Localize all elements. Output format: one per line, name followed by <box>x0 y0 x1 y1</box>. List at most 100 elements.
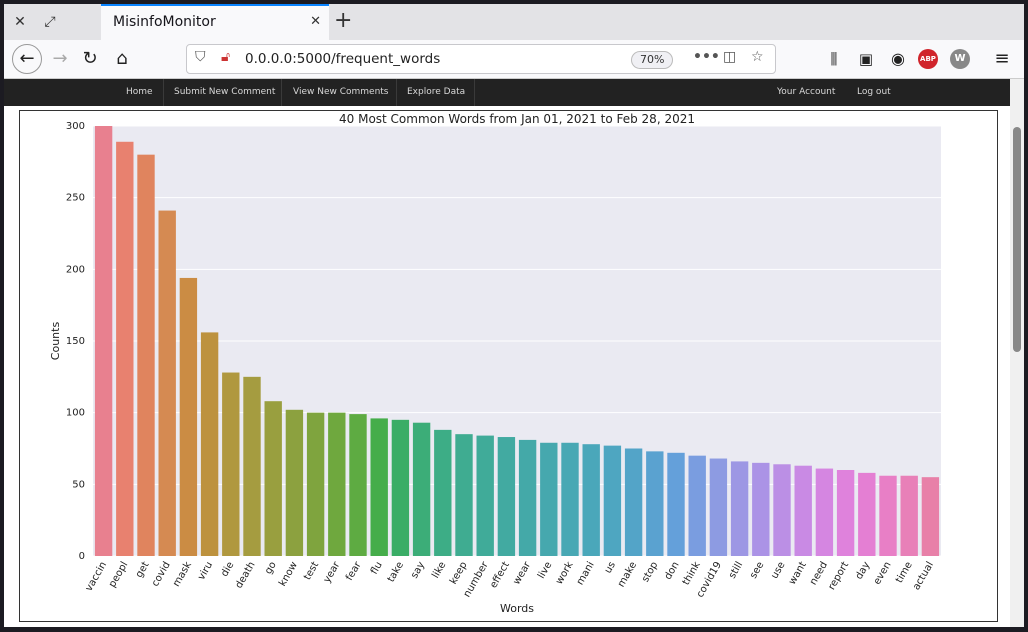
bar-make <box>624 448 643 556</box>
nav-view-link[interactable]: View New Comments <box>293 87 389 97</box>
extension-icon[interactable]: W <box>950 49 970 69</box>
x-tick-label: vaccin <box>84 560 110 593</box>
x-tick-label: death <box>234 560 258 591</box>
y-tick-labels: 0 50 100 150 200 250 300 <box>66 121 85 562</box>
bar-like <box>434 429 452 556</box>
bar-day <box>858 472 876 556</box>
x-tick-label: work <box>554 560 576 587</box>
x-tick-label: live <box>536 560 554 581</box>
bar-mask <box>179 277 198 556</box>
scrollbar-thumb[interactable] <box>1013 127 1021 352</box>
bar-wear <box>518 439 537 556</box>
bar-number <box>476 435 494 556</box>
x-tick-label: stop <box>640 560 660 584</box>
x-tick-label: effect <box>488 560 512 590</box>
forward-arrow-icon[interactable]: → <box>52 48 68 69</box>
bar-viru <box>200 332 219 556</box>
url-text[interactable]: 0.0.0.0:5000/frequent_words <box>245 51 441 67</box>
library-icon[interactable]: ⫼ <box>830 50 838 68</box>
bar-keep <box>455 434 473 556</box>
x-tick-label: want <box>787 560 809 587</box>
zoom-indicator[interactable]: 70% <box>631 51 674 69</box>
bar-take <box>391 419 410 556</box>
x-tick-label: time <box>894 560 915 585</box>
bar-see <box>752 462 770 556</box>
bar-actual <box>921 477 940 556</box>
vertical-scrollbar[interactable] <box>1010 79 1024 627</box>
tab-misinfomonitor[interactable]: MisinfoMonitor ✕ <box>101 4 329 40</box>
bar-year <box>328 412 346 556</box>
nav-home-link[interactable]: Home <box>126 87 153 97</box>
bar-peopl <box>116 141 134 556</box>
nav-divider <box>163 79 164 106</box>
bar-want <box>794 465 812 556</box>
bar-know <box>285 409 304 556</box>
x-tick-label: use <box>769 560 787 581</box>
x-tick-label: keep <box>448 560 470 586</box>
x-tick-label: mani <box>575 560 597 587</box>
close-window-icon[interactable]: ✕ <box>14 14 26 30</box>
nav-divider <box>474 79 475 106</box>
insecure-lock-icon[interactable]: 🔓︎ <box>221 49 231 65</box>
chart-container: 0 50 100 150 200 250 300 vaccin peopl get covid ma… <box>19 110 998 622</box>
menu-icon[interactable]: ≡ <box>994 48 1010 69</box>
bar-use <box>773 464 791 556</box>
nav-account-link[interactable]: Your Account <box>777 87 836 97</box>
address-bar[interactable]: ⛉ 🔓︎ 0.0.0.0:5000/frequent_words 70% •••… <box>186 44 776 74</box>
adblock-icon[interactable]: ABP <box>918 49 938 69</box>
site-navbar: Home Submit New Comment View New Comment… <box>4 79 1010 106</box>
bars <box>94 126 940 557</box>
bar-death <box>243 376 261 556</box>
x-tick-label: die <box>219 560 236 579</box>
page-content: Home Submit New Comment View New Comment… <box>4 79 1010 627</box>
x-tick-label: year <box>322 559 343 585</box>
bar-even <box>879 475 897 556</box>
nav-logout-link[interactable]: Log out <box>857 87 891 97</box>
x-tick-label: take <box>386 560 406 584</box>
tab-close-icon[interactable]: ✕ <box>310 14 321 29</box>
x-tick-label: even <box>872 560 894 587</box>
x-tick-label: actual <box>911 560 936 592</box>
y-axis-label: Counts <box>49 322 62 361</box>
sidebar-icon[interactable]: ▣ <box>858 50 874 68</box>
x-tick-label: make <box>616 560 639 589</box>
bar-covid19 <box>709 458 728 556</box>
chart-title: 40 Most Common Words from Jan 01, 2021 t… <box>339 112 695 126</box>
y-tick-label: 200 <box>66 264 85 275</box>
bar-say <box>412 422 431 556</box>
bar-need <box>815 468 834 556</box>
x-tick-label: flu <box>369 560 385 576</box>
nav-divider <box>396 79 397 106</box>
bar-live <box>540 442 558 556</box>
new-tab-button[interactable]: + <box>334 8 353 33</box>
bar-get <box>137 154 155 556</box>
maximize-icon[interactable]: ⤢ <box>44 14 56 30</box>
x-tick-label: fear <box>344 559 364 583</box>
x-tick-label: still <box>727 560 745 581</box>
reload-icon[interactable]: ↻ <box>82 48 98 69</box>
bar-vaccin <box>94 126 113 556</box>
bookmark-star-icon[interactable]: ☆ <box>751 49 764 65</box>
pocket-icon[interactable]: ◫ <box>723 49 737 65</box>
back-arrow-icon[interactable]: ← <box>12 44 42 74</box>
x-tick-label: see <box>748 560 766 581</box>
bar-flu <box>370 418 388 556</box>
x-tick-label: think <box>681 560 703 587</box>
bar-test <box>306 412 325 556</box>
home-icon[interactable]: ⌂ <box>116 48 128 69</box>
more-actions-icon[interactable]: ••• <box>693 49 720 65</box>
account-icon[interactable]: ◉ <box>891 49 905 68</box>
x-tick-label: don <box>663 560 682 582</box>
x-tick-label: like <box>430 560 448 580</box>
nav-submit-link[interactable]: Submit New Comment <box>174 87 276 97</box>
tab-title: MisinfoMonitor <box>113 14 216 30</box>
nav-explore-link[interactable]: Explore Data <box>407 87 466 97</box>
x-tick-label: get <box>134 560 152 580</box>
bar-go <box>264 401 282 556</box>
x-tick-label: know <box>277 560 300 588</box>
shield-icon[interactable]: ⛉ <box>195 49 206 65</box>
x-tick-label: need <box>808 560 830 587</box>
bar-mani <box>582 444 600 556</box>
